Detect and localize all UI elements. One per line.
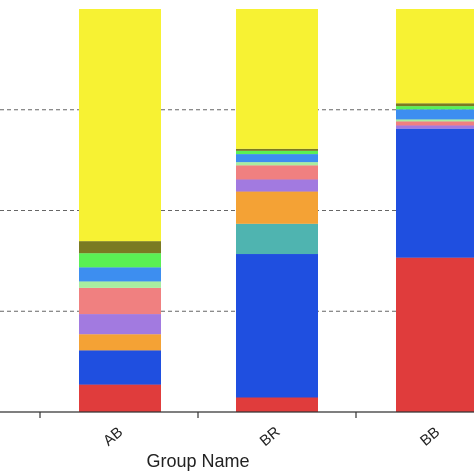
bar-segment-ab-1 bbox=[79, 350, 161, 385]
bar-segment-ab-5 bbox=[79, 314, 161, 335]
x-ticks: AB BR BB bbox=[39, 412, 443, 450]
x-tick-label-bb: BB bbox=[417, 424, 443, 450]
bar-segment-bb-11 bbox=[396, 9, 474, 104]
bar-segment-bb-5 bbox=[396, 125, 474, 129]
bar-segment-bb-10 bbox=[396, 103, 474, 107]
bar-segment-bb-7 bbox=[396, 119, 474, 122]
bar-segment-br-7 bbox=[236, 162, 318, 166]
bar-segment-br-5 bbox=[236, 179, 318, 192]
bar-segment-br-9 bbox=[236, 150, 318, 155]
bar-segment-ab-10 bbox=[79, 241, 161, 254]
bar-segment-br-11 bbox=[236, 9, 318, 149]
bar-segment-bb-6 bbox=[396, 121, 474, 126]
bar-segment-bb-0 bbox=[396, 257, 474, 412]
bar-stacks bbox=[79, 9, 474, 412]
x-tick-label-br: BR bbox=[257, 423, 284, 450]
bar-segment-ab-8 bbox=[79, 267, 161, 282]
bar-segment-ab-2 bbox=[79, 334, 161, 351]
bar-segment-bb-8 bbox=[396, 109, 474, 120]
bar-segment-ab-6 bbox=[79, 287, 161, 315]
bar-segment-ab-7 bbox=[79, 281, 161, 288]
bar-segment-ab-9 bbox=[79, 253, 161, 268]
x-axis-title: Group Name bbox=[146, 451, 249, 471]
bar-segment-bb-1 bbox=[396, 128, 474, 258]
bar-segment-ab-0 bbox=[79, 384, 161, 412]
bar-segment-br-0 bbox=[236, 397, 318, 412]
x-tick-label-ab: AB bbox=[100, 424, 126, 450]
bar-segment-br-1 bbox=[236, 254, 318, 398]
bar-segment-br-10 bbox=[236, 148, 318, 151]
bar-segment-bb-9 bbox=[396, 106, 474, 110]
bar-segment-br-4 bbox=[236, 191, 318, 224]
bar-segment-br-8 bbox=[236, 154, 318, 163]
bar-segment-ab-11 bbox=[79, 9, 161, 242]
bar-segment-br-3 bbox=[236, 223, 318, 255]
bar-segment-br-6 bbox=[236, 165, 318, 180]
